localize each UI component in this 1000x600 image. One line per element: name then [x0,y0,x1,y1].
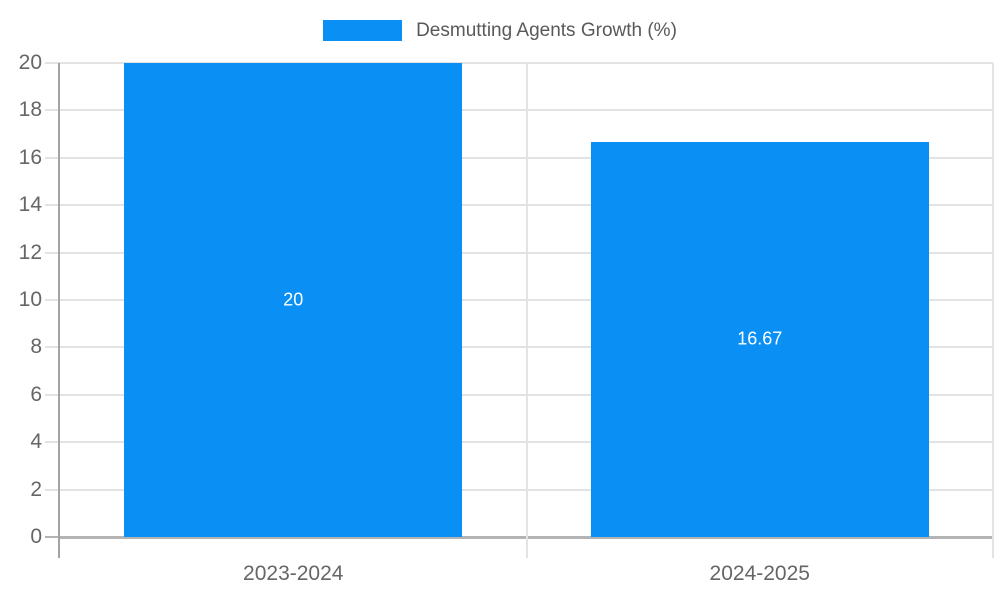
gridline-vertical [992,63,994,537]
bar-value-label: 16.67 [737,328,783,349]
y-tick-label: 16 [18,145,42,169]
y-tick-label: 0 [30,525,42,548]
y-axis-line [58,63,60,558]
y-tick-mark [45,251,60,254]
chart-legend[interactable]: Desmutting Agents Growth (%) [0,20,1000,41]
y-tick-mark [45,204,60,207]
y-tick-label: 6 [30,382,42,406]
y-tick-mark [45,488,60,491]
y-tick-label: 14 [18,193,42,217]
y-tick-label: 4 [30,430,42,454]
bar-value-label: 20 [283,289,304,310]
y-tick-mark [45,393,60,396]
y-tick-mark [45,441,60,444]
y-tick-label: 20 [18,51,42,74]
bar-2024-2025[interactable] [590,141,929,537]
x-tick-mark [525,537,528,558]
y-tick-label: 10 [18,288,42,311]
y-tick-label: 8 [30,335,42,359]
y-tick-mark [45,109,60,112]
legend-swatch [323,20,403,41]
legend-label: Desmutting Agents Growth (%) [416,20,677,41]
y-tick-mark [45,346,60,349]
x-tick-mark [992,537,994,558]
x-tick-label: 2024-2025 [709,562,810,585]
y-tick-label: 12 [18,240,42,264]
bar-2023-2024[interactable] [124,63,463,537]
y-tick-mark [45,62,60,64]
gridline-vertical [525,63,528,537]
y-tick-label: 18 [18,98,42,122]
y-tick-label: 2 [30,477,42,501]
x-tick-label: 2023-2024 [243,562,344,585]
y-tick-mark [45,299,60,301]
y-tick-mark [45,536,60,538]
y-tick-mark [45,156,60,159]
